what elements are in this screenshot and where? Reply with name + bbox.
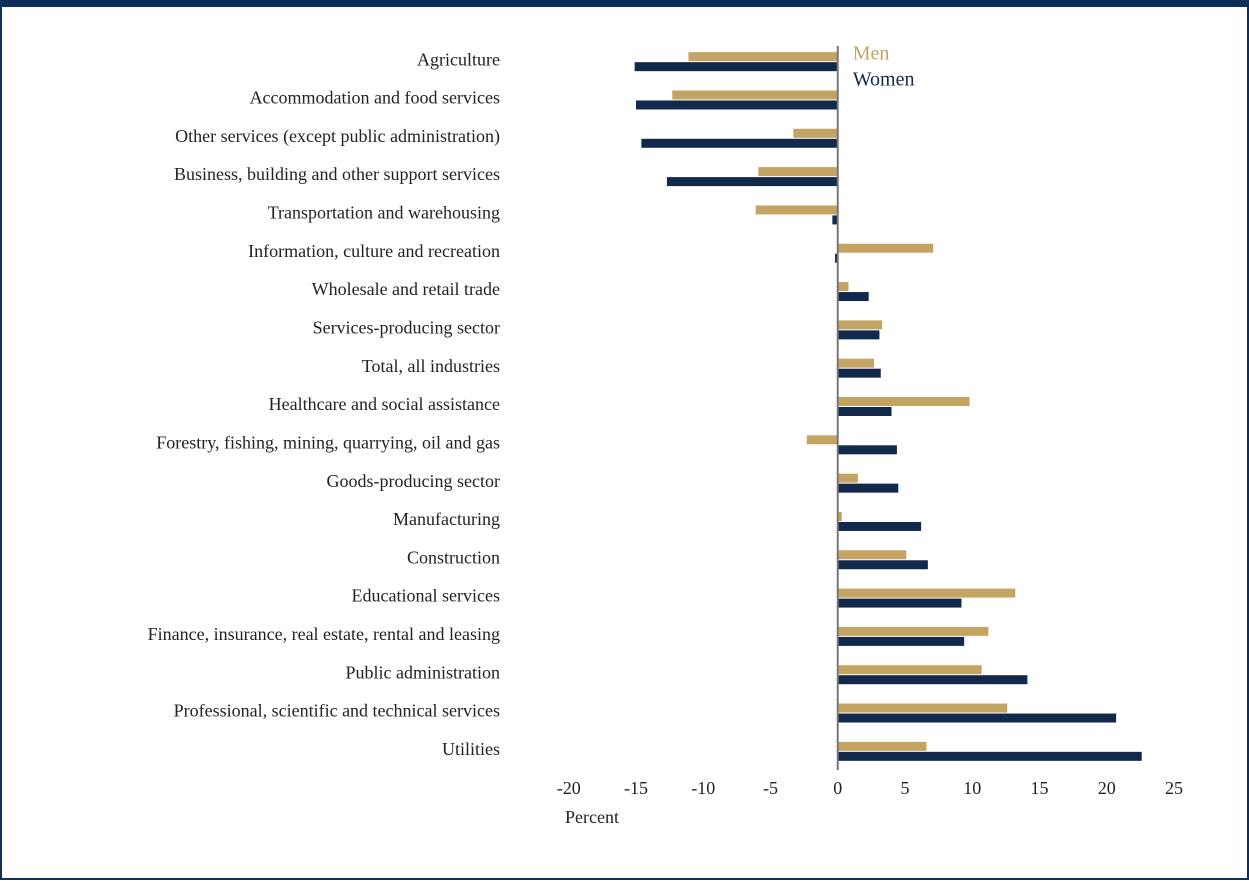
x-axis-label: Percent [565, 807, 619, 827]
bar [688, 52, 838, 62]
bar [837, 473, 858, 483]
bar [672, 90, 838, 100]
y-tick-label: Services-producing sector [313, 317, 500, 337]
x-tick-label: 15 [1030, 778, 1048, 798]
bar [837, 407, 892, 416]
bar [835, 253, 838, 263]
y-tick-label: Educational services [352, 586, 500, 606]
bar [634, 62, 838, 72]
bar [837, 397, 970, 406]
y-tick-label: Manufacturing [393, 509, 500, 529]
bar [837, 445, 897, 455]
bar [837, 511, 842, 521]
bar [837, 550, 907, 560]
bar [837, 243, 934, 253]
y-tick-label: Information, culture and recreation [248, 241, 500, 261]
bar [837, 521, 922, 531]
legend-label: Men [853, 43, 890, 65]
x-tick-label: -10 [691, 778, 715, 798]
bar [837, 741, 927, 751]
bar [755, 205, 838, 215]
x-tick-label: -20 [557, 778, 581, 798]
y-tick-label: Transportation and warehousing [268, 203, 500, 223]
y-tick-label: Total, all industries [362, 356, 500, 376]
bar [837, 282, 849, 292]
x-tick-label: -15 [624, 778, 648, 798]
y-tick-label: Agriculture [417, 49, 500, 69]
bar [837, 703, 1008, 713]
x-tick-label: 25 [1165, 778, 1183, 798]
y-tick-label: Public administration [346, 662, 501, 682]
top-band [0, 0, 1249, 7]
bar [837, 751, 1142, 761]
bar [666, 177, 838, 187]
bar [837, 483, 899, 493]
bar [837, 675, 1028, 685]
y-tick-label: Other services (except public administra… [175, 126, 500, 147]
x-tick-label: 5 [900, 778, 909, 798]
bar [837, 320, 883, 330]
y-tick-label: Finance, insurance, real estate, rental … [148, 624, 500, 644]
bar [635, 100, 838, 110]
bar [837, 560, 928, 570]
y-tick-label: Professional, scientific and technical s… [174, 701, 500, 721]
bar [837, 358, 875, 368]
bar [837, 330, 880, 340]
bar [837, 598, 962, 608]
bar [641, 138, 838, 148]
bar [832, 215, 838, 225]
bar [837, 665, 982, 675]
legend-label: Women [853, 69, 915, 91]
bar [837, 292, 869, 302]
x-tick-label: 20 [1098, 778, 1116, 798]
y-tick-label: Healthcare and social assistance [269, 394, 500, 414]
y-tick-label: Utilities [442, 739, 500, 759]
bar [837, 588, 1016, 598]
y-tick-label: Goods-producing sector [327, 471, 500, 491]
y-tick-label: Business, building and other support ser… [174, 164, 500, 184]
y-tick-label: Construction [407, 547, 500, 567]
x-tick-label: 0 [833, 778, 842, 798]
bar [837, 636, 965, 646]
y-tick-label: Forestry, fishing, mining, quarrying, oi… [156, 432, 500, 452]
bar [806, 435, 838, 445]
bar [793, 128, 838, 138]
x-tick-label: 10 [963, 778, 981, 798]
x-tick-label: -5 [763, 778, 778, 798]
y-tick-label: Wholesale and retail trade [312, 279, 500, 299]
bar [837, 368, 881, 378]
bar [758, 167, 838, 177]
bar [837, 626, 989, 636]
y-tick-label: Accommodation and food services [250, 88, 500, 108]
bar [837, 713, 1117, 723]
